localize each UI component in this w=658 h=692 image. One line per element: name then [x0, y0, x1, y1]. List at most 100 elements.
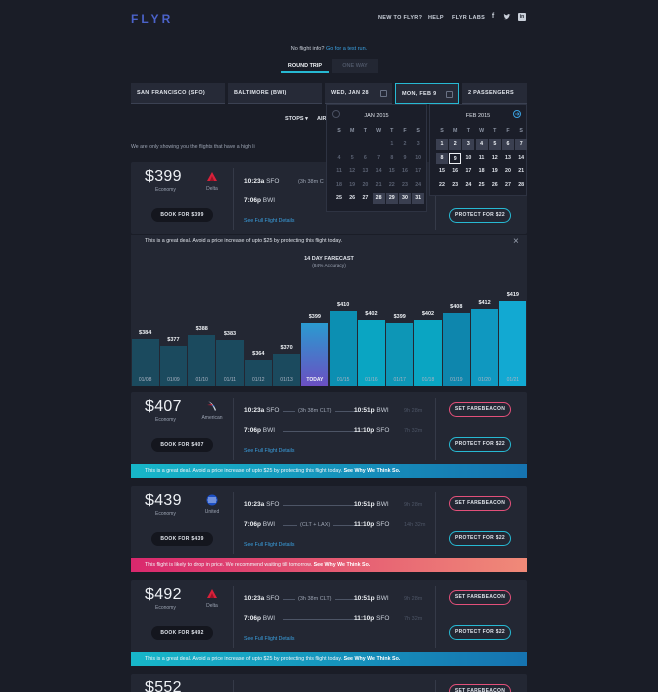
flyr-logo[interactable]: FLYR — [131, 12, 174, 26]
calendar-day[interactable]: 22 — [439, 181, 445, 188]
flight-details-link[interactable]: See Full Flight Details — [244, 636, 295, 642]
calendar-day[interactable]: 5 — [488, 139, 501, 150]
calendar-day[interactable]: 10 — [415, 154, 422, 161]
calendar-day[interactable]: 14 — [375, 168, 382, 174]
calendar-day[interactable]: 18 — [478, 168, 485, 174]
calendar-day[interactable]: 4 — [475, 139, 488, 150]
see-why-link[interactable]: See Why We Think So. — [343, 656, 401, 662]
calendar-day[interactable]: 3 — [462, 139, 475, 150]
calendar-day[interactable]: 1 — [390, 141, 394, 147]
calendar-day[interactable]: 3 — [416, 141, 420, 147]
calendar-day[interactable]: 20 — [362, 181, 369, 188]
calendar-day[interactable]: 16 — [452, 168, 459, 174]
test-run-link[interactable]: Go for a test run. — [325, 46, 368, 52]
forecast-bar[interactable] — [357, 319, 386, 386]
from-field[interactable]: SAN FRANCISCO (SFO) — [131, 83, 225, 104]
nav-new-to-flyr[interactable]: NEW TO FLYR? — [378, 15, 423, 21]
calendar-day[interactable]: 12 — [349, 168, 356, 174]
next-month-icon[interactable] — [513, 110, 521, 118]
calendar-day[interactable]: 19 — [491, 168, 498, 174]
calendar-day[interactable]: 8 — [390, 154, 394, 161]
airline-filter[interactable]: AIR — [317, 116, 327, 122]
calendar-day[interactable]: 4 — [337, 154, 341, 161]
calendar-day[interactable]: 6 — [363, 154, 367, 161]
calendar-day[interactable]: 28 — [518, 181, 525, 188]
calendar-day[interactable]: 28 — [372, 193, 385, 204]
farebeacon-button[interactable]: SET FAREBEACON — [449, 590, 511, 605]
calendar-day[interactable]: 17 — [415, 168, 422, 174]
farebeacon-button[interactable]: SET FAREBEACON — [449, 684, 511, 692]
calendar-day[interactable]: 29 — [385, 193, 398, 204]
see-why-link[interactable]: See Why We Think So. — [313, 562, 371, 568]
nav-flyr-labs[interactable]: FLYR LABS — [452, 15, 486, 21]
facebook-icon[interactable]: f — [491, 13, 495, 20]
forecast-bar[interactable] — [301, 322, 329, 386]
book-button[interactable]: BOOK FOR $439 — [151, 532, 213, 546]
prev-month-icon[interactable] — [332, 110, 340, 118]
calendar-day[interactable]: 15 — [439, 168, 445, 174]
calendar-day[interactable]: 12 — [491, 154, 498, 161]
calendar-day[interactable]: 19 — [349, 181, 356, 188]
calendar-day[interactable]: 23 — [402, 181, 408, 188]
calendar-day[interactable]: 26 — [349, 195, 356, 201]
forecast-bar[interactable] — [131, 338, 159, 386]
protect-button[interactable]: PROTECT FOR $22 — [449, 208, 511, 223]
calendar-day[interactable]: 20 — [505, 168, 511, 174]
calendar-day[interactable]: 17 — [465, 168, 472, 174]
calendar-day[interactable]: 24 — [415, 181, 422, 188]
calendar-day[interactable]: 21 — [375, 181, 382, 188]
round-trip-tab[interactable]: ROUND TRIP — [281, 59, 329, 73]
calendar-day[interactable]: 5 — [350, 154, 354, 161]
close-icon[interactable]: × — [513, 236, 519, 247]
calendar-day[interactable]: 9 — [403, 154, 407, 161]
calendar-day[interactable]: 7 — [377, 154, 381, 161]
calendar-day[interactable]: 30 — [399, 193, 411, 204]
calendar-day[interactable]: 8 — [436, 152, 448, 164]
calendar-day[interactable]: 25 — [336, 195, 342, 201]
stops-filter[interactable]: STOPS ▾ — [285, 116, 308, 122]
forecast-bar[interactable] — [329, 311, 357, 386]
protect-button[interactable]: PROTECT FOR $22 — [449, 625, 511, 640]
calendar-day[interactable]: 26 — [491, 181, 498, 188]
forecast-bar[interactable] — [386, 322, 414, 386]
twitter-icon[interactable] — [503, 13, 511, 21]
calendar-day[interactable]: 13 — [362, 168, 369, 174]
forecast-bar[interactable] — [272, 353, 301, 386]
forecast-bar[interactable] — [244, 360, 272, 386]
book-button[interactable]: BOOK FOR $407 — [151, 438, 213, 452]
forecast-bar[interactable] — [470, 308, 499, 386]
calendar-day[interactable]: 22 — [388, 181, 395, 188]
one-way-tab[interactable]: ONE WAY — [332, 59, 378, 73]
forecast-bar[interactable] — [216, 339, 244, 386]
forecast-bar[interactable] — [188, 334, 216, 386]
flight-details-link[interactable]: See Full Flight Details — [244, 218, 295, 224]
nav-help[interactable]: HELP — [428, 15, 444, 21]
book-button[interactable]: BOOK FOR $399 — [151, 208, 213, 222]
calendar-day[interactable]: 11 — [478, 154, 485, 161]
calendar-day[interactable]: 11 — [336, 168, 342, 174]
protect-button[interactable]: PROTECT FOR $22 — [449, 531, 511, 546]
return-date-field[interactable]: MON, FEB 9 — [395, 83, 459, 104]
protect-button[interactable]: PROTECT FOR $22 — [449, 437, 511, 452]
forecast-bar[interactable] — [159, 346, 188, 386]
calendar-day[interactable]: 27 — [362, 195, 369, 201]
calendar-day[interactable]: 21 — [518, 168, 525, 174]
calendar-day[interactable]: 10 — [465, 154, 472, 161]
forecast-bar[interactable] — [442, 313, 470, 386]
forecast-bar[interactable] — [414, 319, 442, 386]
calendar-day[interactable]: 2 — [449, 139, 462, 150]
flight-details-link[interactable]: See Full Flight Details — [244, 448, 295, 454]
calendar-day[interactable]: 6 — [502, 139, 514, 150]
calendar-day[interactable]: 31 — [412, 193, 425, 204]
calendar-day[interactable]: 16 — [402, 168, 408, 174]
to-field[interactable]: BALTIMORE (BWI) — [228, 83, 322, 104]
calendar-day[interactable]: 24 — [465, 181, 472, 188]
calendar-day[interactable]: 7 — [515, 139, 528, 150]
calendar-day[interactable]: 1 — [436, 139, 448, 150]
calendar-day[interactable]: 2 — [403, 141, 407, 147]
calendar-day[interactable]: 18 — [336, 181, 342, 188]
passengers-field[interactable]: 2 PASSENGERS — [462, 83, 527, 104]
farebeacon-button[interactable]: SET FAREBEACON — [449, 496, 511, 511]
calendar-day[interactable]: 13 — [505, 154, 511, 161]
calendar-day[interactable]: 14 — [518, 154, 525, 161]
